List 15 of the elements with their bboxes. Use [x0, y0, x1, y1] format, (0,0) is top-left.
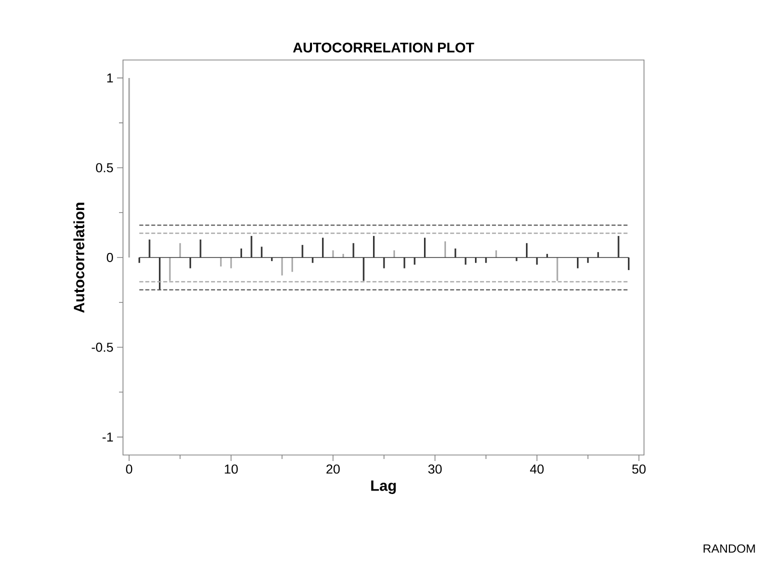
x-tick-label: 10	[224, 464, 238, 474]
y-tick-label: 0	[106, 252, 113, 262]
x-tick-label: 50	[632, 464, 646, 474]
text: RANDOM	[704, 544, 755, 553]
y-tick-label: -0.5	[92, 342, 113, 352]
x-tick-label: 30	[428, 464, 442, 474]
x-axis-title: Lag	[371, 480, 396, 494]
y-axis-title: Autocorrelation	[73, 202, 84, 313]
y-tick-label: 1	[107, 74, 113, 82]
x-tick-label: 20	[326, 464, 340, 474]
x-tick-label: 40	[530, 464, 544, 474]
x-tick-label: 0	[126, 464, 132, 474]
y-tick-label: 0.5	[96, 163, 113, 172]
y-tick-label: -1	[102, 432, 113, 442]
chart-title: AUTOCORRELATION PLOT	[293, 42, 474, 52]
